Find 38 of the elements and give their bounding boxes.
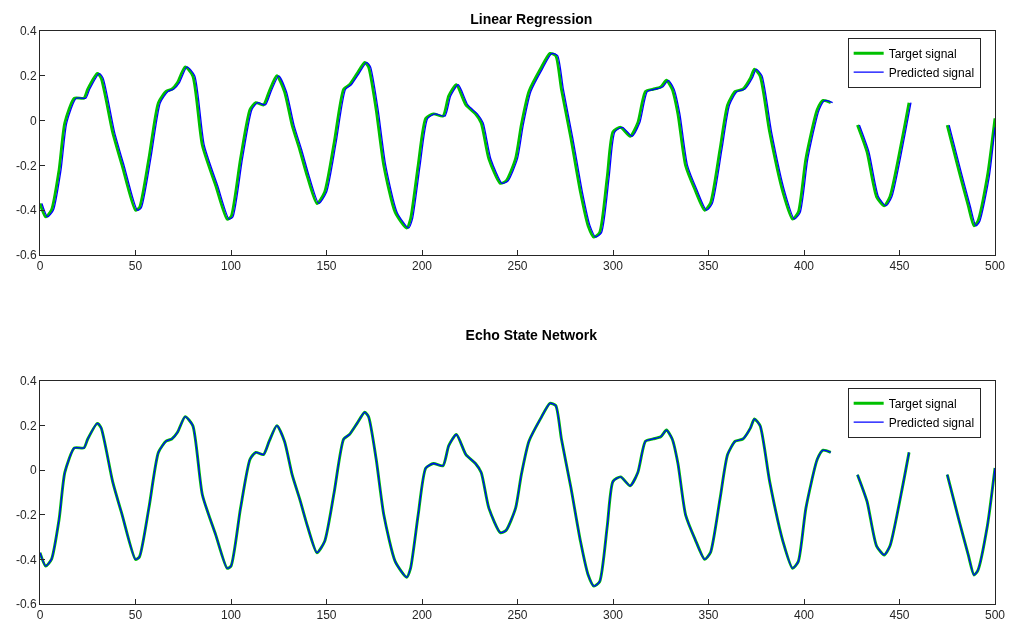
y-tick-label: 0 <box>29 113 37 128</box>
legend-label: Target signal <box>888 396 957 411</box>
chart-title: Echo State Network <box>465 326 598 343</box>
x-tick-label: 500 <box>984 608 1006 623</box>
x-tick-label: 300 <box>602 259 624 274</box>
y-tick-label: -0.2 <box>15 508 37 522</box>
x-tick-label: 300 <box>602 608 624 623</box>
x-tick-label: 250 <box>507 259 528 274</box>
y-tick-label: -0.4 <box>15 203 37 218</box>
x-tick-label: 350 <box>698 259 719 274</box>
y-tick-label: -0.6 <box>15 597 37 612</box>
x-tick-label: 100 <box>220 608 242 623</box>
legend-label: Predicted signal <box>888 415 975 430</box>
legend-label: Predicted signal <box>888 65 975 80</box>
x-tick-label: 200 <box>411 608 433 623</box>
x-tick-label: 150 <box>316 608 337 623</box>
x-tick-label: 50 <box>128 259 143 274</box>
y-tick-label: -0.2 <box>15 158 37 173</box>
y-tick-label: 0.2 <box>19 69 37 83</box>
x-tick-label: 50 <box>128 608 143 623</box>
y-tick-label: -0.4 <box>15 552 37 567</box>
x-tick-label: 450 <box>889 608 910 623</box>
x-tick-label: 100 <box>220 259 242 274</box>
x-tick-label: 200 <box>411 259 433 274</box>
x-tick-label: 400 <box>793 259 815 274</box>
x-tick-label: 150 <box>316 259 337 274</box>
y-tick-label: 0 <box>29 463 37 478</box>
y-tick-label: 0.2 <box>19 418 37 433</box>
y-tick-label: -0.6 <box>15 248 37 263</box>
x-tick-label: 400 <box>793 608 815 623</box>
y-tick-label: 0.4 <box>19 374 37 389</box>
x-tick-label: 250 <box>507 608 528 623</box>
x-tick-label: 500 <box>984 259 1006 274</box>
chart-title: Linear Regression <box>470 10 593 27</box>
x-tick-label: 350 <box>698 608 719 623</box>
legend-label: Target signal <box>888 46 957 61</box>
y-tick-label: 0.4 <box>19 24 37 39</box>
x-tick-label: 450 <box>889 259 910 274</box>
